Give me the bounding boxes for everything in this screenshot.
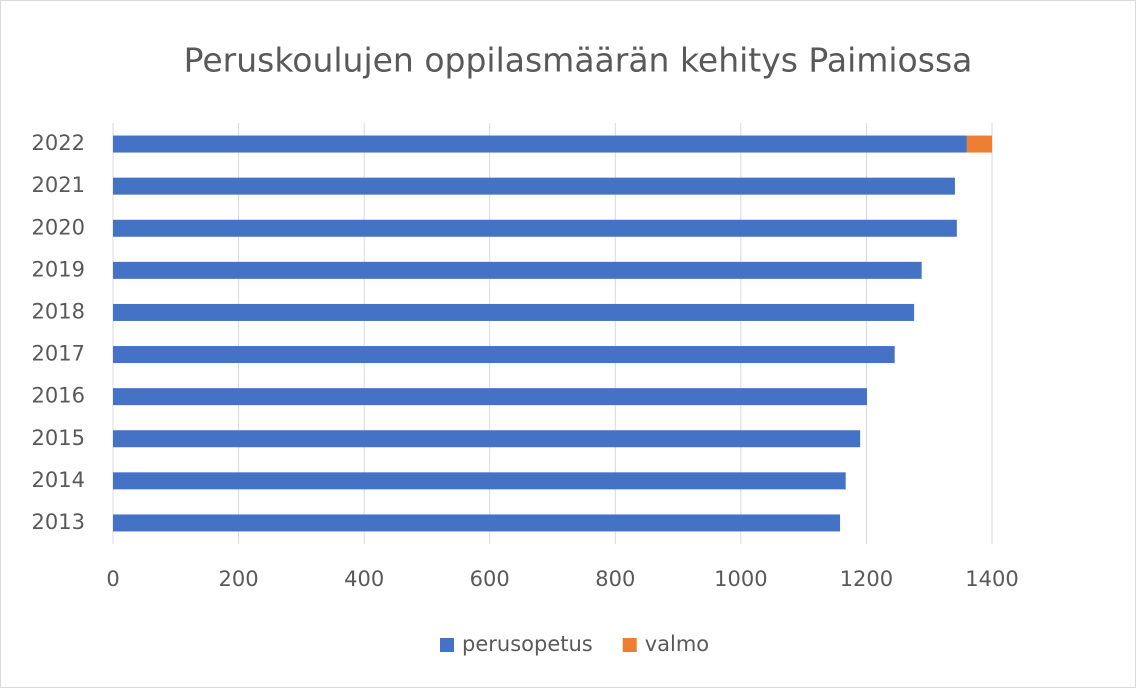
bar-segment	[113, 177, 955, 195]
legend-swatch	[440, 638, 454, 652]
bar-segment	[113, 388, 868, 406]
x-tick-label: 400	[344, 567, 384, 591]
y-tick-label: 2020	[32, 215, 85, 239]
y-tick-label: 2022	[32, 131, 85, 155]
legend-label: valmo	[645, 632, 709, 656]
x-tick-label: 1000	[714, 567, 767, 591]
bar-segment	[113, 430, 861, 448]
x-tick-label: 1200	[840, 567, 893, 591]
x-tick-label: 800	[595, 567, 635, 591]
x-tick-label: 600	[470, 567, 510, 591]
y-tick-label: 2015	[32, 426, 85, 450]
legend-swatch	[622, 638, 637, 652]
bar-segment	[113, 346, 895, 364]
bar-segment	[113, 514, 841, 532]
bar-segment	[113, 261, 922, 279]
y-tick-label: 2016	[32, 384, 85, 408]
bar-segment	[113, 303, 915, 321]
bar-segment	[113, 472, 846, 490]
x-tick-label: 0	[106, 567, 119, 591]
bar-segment	[113, 219, 957, 237]
y-tick-label: 2017	[32, 342, 85, 366]
y-tick-label: 2018	[32, 299, 85, 323]
bar-segment	[966, 135, 992, 153]
legend-label: perusopetus	[462, 632, 593, 656]
bar-segment	[113, 135, 967, 153]
y-tick-label: 2021	[32, 173, 85, 197]
chart-title: Peruskoulujen oppilasmäärän kehitys Paim…	[184, 41, 973, 80]
x-tick-label: 200	[219, 567, 259, 591]
y-tick-label: 2019	[32, 257, 85, 281]
y-tick-label: 2013	[32, 510, 85, 534]
x-tick-label: 1400	[965, 567, 1018, 591]
y-tick-label: 2014	[32, 468, 85, 492]
